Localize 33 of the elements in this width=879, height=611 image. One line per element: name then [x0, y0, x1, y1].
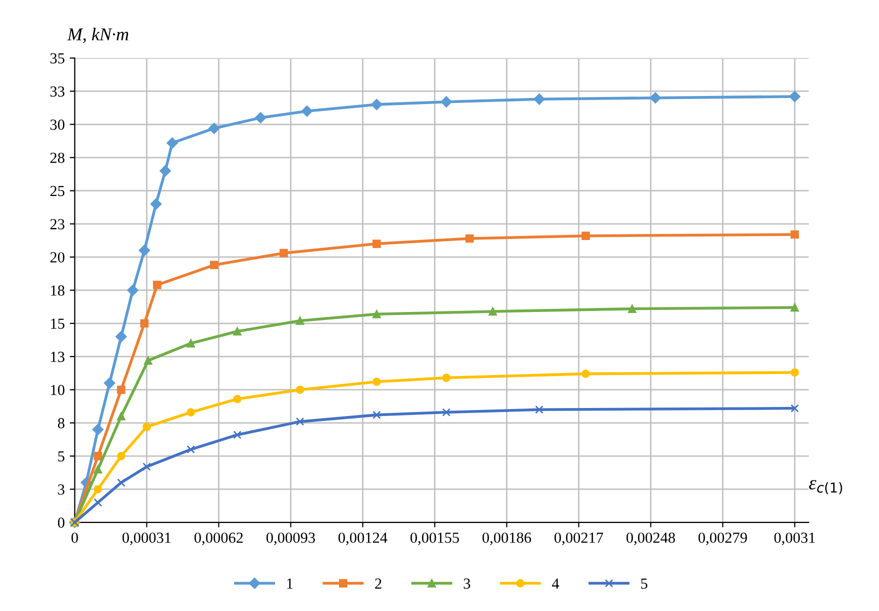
x-tick-label: 0,00279: [698, 532, 747, 546]
y-tick-label: 30: [50, 120, 64, 130]
y-axis-title: M, kN·m: [67, 28, 128, 44]
y-tick-label: 0: [58, 518, 64, 528]
x-tick-label: 0,00093: [266, 532, 315, 546]
x-tick-label: 0: [71, 532, 78, 543]
x-tick-label: 0,00031: [122, 532, 171, 546]
legend-label: 5: [641, 578, 648, 589]
y-tick-label: 10: [51, 384, 64, 396]
y-tick-label: 20: [50, 252, 64, 263]
x-tick-label: 0,00124: [338, 532, 388, 546]
x-tick-label: 0,00155: [410, 532, 459, 546]
x-axis-title: ε$_{c(1)}$: [809, 480, 842, 494]
x-tick-label: 0,00062: [194, 532, 243, 546]
y-tick-label: 18: [51, 285, 64, 296]
legend-label: 2: [375, 578, 382, 589]
legend-label: 3: [464, 578, 470, 589]
y-tick-label: 28: [50, 152, 64, 163]
y-tick-label: 3: [58, 484, 64, 495]
y-tick-label: 13: [51, 352, 64, 362]
x-tick-label: 0,00217: [554, 532, 604, 546]
y-tick-label: 5: [58, 451, 64, 462]
y-tick-label: 15: [51, 318, 64, 329]
y-tick-label: 33: [50, 86, 64, 97]
legend-label: 4: [552, 578, 560, 589]
y-tick-label: 8: [58, 418, 64, 428]
y-tick-label: 23: [50, 219, 64, 230]
y-tick-label: 25: [50, 186, 64, 196]
x-tick-label: 0,00248: [626, 532, 675, 546]
x-tick-label: 0,00186: [482, 532, 532, 546]
y-tick-label: 35: [50, 53, 64, 64]
x-tick-label: 0,0031: [774, 532, 815, 546]
legend-label: 1: [287, 578, 293, 589]
